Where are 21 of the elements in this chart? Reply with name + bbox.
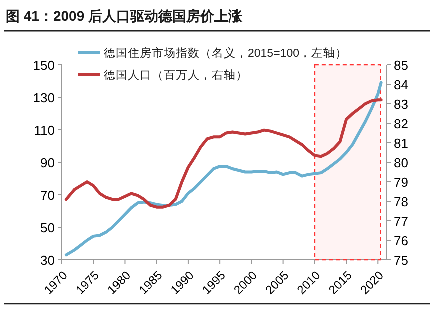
y-tick-label: 130 [33, 90, 55, 106]
y2-tick-label: 79 [394, 175, 408, 190]
y2-tick-label: 80 [394, 156, 408, 170]
y2-tick-label: 83 [394, 97, 408, 112]
legend-label: 德国住房市场指数（名义，2015=100，左轴） [104, 46, 348, 60]
y2-tick-label: 78 [394, 194, 408, 210]
y2-tick-label: 75 [394, 253, 408, 268]
y-tick-label: 90 [40, 156, 55, 170]
y2-tick-label: 84 [394, 78, 408, 92]
legend-label: 德国人口（百万人，右轴） [104, 69, 248, 82]
y-tick-label: 30 [40, 253, 55, 268]
y-tick-label: 150 [33, 58, 55, 73]
y2-tick-label: 76 [394, 234, 408, 248]
chart-title: 图 41：2009 后人口驱动德国房价上涨 [6, 8, 244, 24]
y2-tick-label: 81 [394, 136, 408, 151]
y2-tick-label: 82 [394, 116, 408, 132]
y-tick-label: 110 [34, 123, 55, 138]
y-tick-label: 50 [40, 220, 55, 236]
y2-tick-label: 77 [394, 214, 408, 229]
y-tick-label: 70 [40, 188, 55, 203]
y2-tick-label: 85 [394, 58, 408, 73]
